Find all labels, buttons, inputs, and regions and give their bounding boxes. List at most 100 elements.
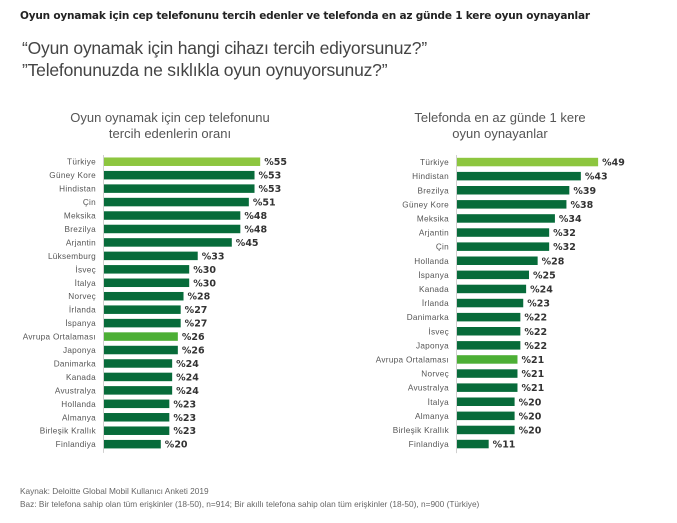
left-value-label: %30 <box>193 278 216 289</box>
right-value-label: %32 <box>553 242 576 253</box>
right-bar <box>457 327 521 336</box>
left-bar <box>104 184 255 193</box>
right-chart-title-line-2: oyun oynayanlar <box>452 126 548 141</box>
left-category-label: Norveç <box>68 292 96 301</box>
right-bar <box>457 355 518 364</box>
right-category-label: Arjantin <box>419 229 449 238</box>
right-category-label: İtalya <box>428 397 450 407</box>
right-category-label: Birleşik Krallık <box>393 426 450 435</box>
right-category-label: Çin <box>436 243 449 252</box>
question-2: ”Telefonunuzda ne sıklıkla oyun oynuyors… <box>22 60 388 80</box>
right-bar <box>457 270 529 280</box>
right-category-label: Brezilya <box>417 186 449 195</box>
left-bar <box>104 413 170 422</box>
left-bar <box>104 305 181 314</box>
left-bar <box>104 426 170 435</box>
page-heading: Oyun oynamak için cep telefonunu tercih … <box>20 10 590 22</box>
right-category-label: İsveç <box>428 326 449 336</box>
right-value-label: %22 <box>524 327 547 338</box>
left-category-label: Hollanda <box>61 400 96 409</box>
right-chart: Türkiye %49 Hindistan %43 Brezilya %39 Güney K… <box>376 155 625 454</box>
left-bar <box>104 359 173 368</box>
right-bar <box>457 439 489 449</box>
right-bar <box>457 200 567 209</box>
right-category-label: Norveç <box>421 370 449 379</box>
left-chart-title-line-2: tercih edenlerin oranı <box>108 126 232 141</box>
left-value-label: %55 <box>264 157 287 168</box>
right-bar <box>457 383 518 392</box>
left-value-label: %45 <box>236 238 259 249</box>
left-category-label: İspanya <box>65 318 96 328</box>
right-category-label: Güney Kore <box>402 200 449 209</box>
left-category-label: Çin <box>83 198 96 207</box>
left-category-label: Finlandiya <box>56 440 96 449</box>
right-value-label: %20 <box>519 397 542 408</box>
left-category-label: Avustralya <box>55 386 96 395</box>
right-value-label: %28 <box>542 256 565 267</box>
left-bar <box>104 318 181 328</box>
left-chart-title-line-1: Oyun oynamak için cep telefonunu <box>70 110 270 125</box>
left-chart-title: Oyun oynamak için cep telefonunu tercih … <box>40 110 300 142</box>
left-category-label: Brezilya <box>64 225 96 234</box>
base-note: Baz: Bir telefona sahip olan tüm erişkin… <box>20 499 480 509</box>
right-value-label: %21 <box>521 383 544 394</box>
left-bar <box>104 439 161 449</box>
right-category-label: Hollanda <box>414 257 449 266</box>
right-value-label: %32 <box>553 228 576 239</box>
right-bar <box>457 228 550 237</box>
right-category-label: Meksika <box>417 214 449 223</box>
left-value-label: %23 <box>173 413 196 424</box>
left-category-label: Avrupa Ortalaması <box>23 333 96 342</box>
left-value-label: %33 <box>202 251 225 262</box>
left-value-label: %24 <box>176 386 199 397</box>
left-bar <box>104 224 241 234</box>
left-category-label: Lüksemburg <box>48 252 96 261</box>
right-value-label: %11 <box>493 440 516 451</box>
left-category-label: Almanya <box>62 413 96 422</box>
right-bar <box>457 242 550 251</box>
left-category-label: İtalya <box>75 278 97 288</box>
right-bar <box>457 157 599 167</box>
right-bar <box>457 298 524 308</box>
left-value-label: %26 <box>182 346 205 357</box>
right-value-label: %39 <box>573 186 596 197</box>
right-value-label: %24 <box>530 284 553 295</box>
right-value-label: %20 <box>519 411 542 422</box>
left-category-label: İrlanda <box>69 305 96 315</box>
left-bar <box>104 399 170 409</box>
left-category-label: Türkiye <box>67 158 96 167</box>
right-value-label: %22 <box>524 313 547 324</box>
left-value-label: %51 <box>253 198 276 209</box>
right-value-label: %38 <box>570 200 593 211</box>
right-category-label: Kanada <box>419 285 449 294</box>
left-bar <box>104 157 261 166</box>
right-chart-title: Telefonda en az günde 1 kere oyun oynaya… <box>380 110 620 142</box>
left-value-label: %23 <box>173 399 196 410</box>
right-bar <box>457 186 570 195</box>
right-bar <box>457 425 515 435</box>
right-category-label: Japonya <box>416 341 449 350</box>
right-category-label: İrlanda <box>422 298 449 308</box>
right-chart-title-line-1: Telefonda en az günde 1 kere <box>414 110 586 125</box>
right-value-label: %25 <box>533 270 556 281</box>
right-value-label: %21 <box>521 355 544 366</box>
right-bar <box>457 341 521 350</box>
source-note: Kaynak: Deloitte Global Mobil Kullanıcı … <box>20 486 209 496</box>
right-value-label: %49 <box>602 158 625 169</box>
left-value-label: %30 <box>193 265 216 276</box>
left-bar <box>104 386 173 395</box>
right-value-label: %34 <box>559 214 582 225</box>
left-value-label: %20 <box>165 440 188 451</box>
right-value-label: %21 <box>521 369 544 380</box>
left-category-label: İsveç <box>75 264 96 274</box>
left-value-label: %53 <box>259 184 282 195</box>
left-category-label: Kanada <box>66 373 96 382</box>
right-bar <box>457 312 521 322</box>
right-value-label: %23 <box>527 299 550 310</box>
left-bar <box>104 238 232 247</box>
right-category-label: Türkiye <box>420 158 449 167</box>
left-category-label: Birleşik Krallık <box>40 427 97 436</box>
question-1: “Oyun oynamak için hangi cihazı tercih e… <box>22 38 427 58</box>
right-bar <box>457 369 518 378</box>
